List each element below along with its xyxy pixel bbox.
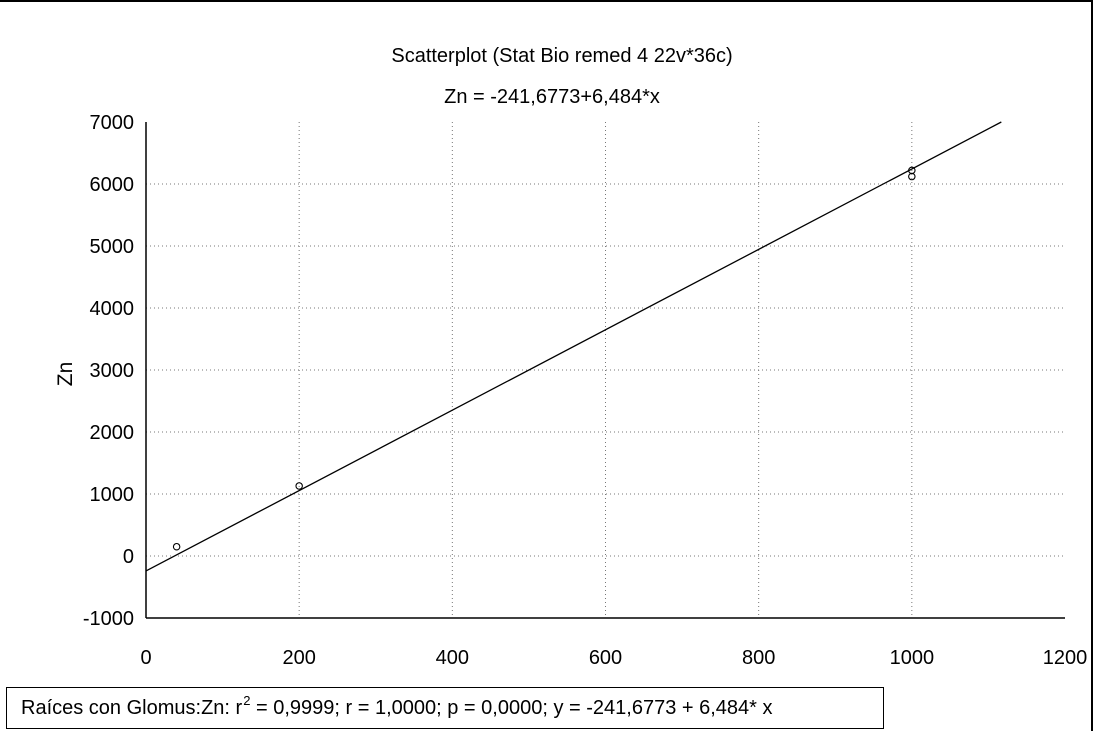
y-tick-label: 0	[123, 546, 134, 568]
y-tick-label: 2000	[90, 422, 135, 444]
data-point	[172, 542, 181, 551]
y-tick-label: 6000	[90, 174, 135, 196]
legend-prefix: Raíces con Glomus:Zn: r	[21, 697, 243, 719]
data-point	[908, 166, 916, 175]
regression-legend: Raíces con Glomus:Zn: r2 = 0,9999; r = 1…	[6, 687, 884, 729]
chart-title: Scatterplot (Stat Bio remed 4 22v*36c)	[391, 45, 732, 67]
x-tick-label: 200	[282, 647, 315, 669]
x-tick-label: 400	[436, 647, 469, 669]
data-point	[295, 482, 303, 490]
y-tick-label: -1000	[83, 608, 134, 630]
legend-superscript: 2	[243, 693, 251, 708]
y-tick-label: 4000	[90, 298, 135, 320]
x-tick-label: 0	[140, 647, 151, 669]
y-tick-label: 1000	[90, 484, 135, 506]
x-tick-label: 1200	[1043, 647, 1088, 669]
y-axis-label: Zn	[54, 362, 77, 387]
y-tick-label: 3000	[90, 360, 135, 382]
x-tick-label: 1000	[890, 647, 935, 669]
chart-subtitle: Zn = -241,6773+6,484*x	[444, 86, 660, 108]
y-tick-label: 7000	[90, 112, 135, 134]
regression-line	[145, 121, 1002, 572]
x-tick-label: 800	[742, 647, 775, 669]
x-tick-label: 600	[589, 647, 622, 669]
legend-suffix: = 0,9999; r = 1,0000; p = 0,0000; y = -2…	[250, 697, 773, 719]
y-tick-label: 5000	[90, 236, 135, 258]
